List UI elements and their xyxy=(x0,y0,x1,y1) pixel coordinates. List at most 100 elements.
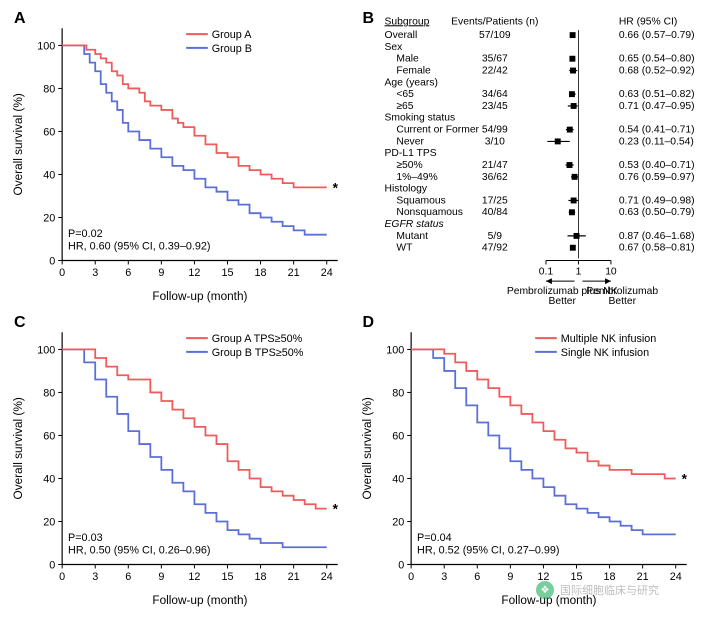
svg-text:P=0.02: P=0.02 xyxy=(68,228,103,240)
svg-text:HR, 0.60 (95% CI, 0.39–0.92): HR, 0.60 (95% CI, 0.39–0.92) xyxy=(68,241,210,253)
svg-text:21: 21 xyxy=(288,572,300,584)
svg-text:60: 60 xyxy=(43,431,55,443)
svg-text:Age (years): Age (years) xyxy=(384,77,437,88)
svg-text:Sex: Sex xyxy=(384,42,403,53)
svg-text:HR (95% CI): HR (95% CI) xyxy=(618,16,677,27)
svg-text:0.66 (0.57–0.79): 0.66 (0.57–0.79) xyxy=(618,30,694,41)
svg-text:<65: <65 xyxy=(396,89,414,100)
svg-text:5/9: 5/9 xyxy=(487,231,502,242)
svg-text:Better: Better xyxy=(548,296,576,307)
watermark-text: 国际细胞临床与研究 xyxy=(560,582,659,598)
panel-d-label: D xyxy=(363,314,375,332)
svg-text:Group B TPS≥50%: Group B TPS≥50% xyxy=(212,347,304,359)
svg-text:100: 100 xyxy=(37,345,55,357)
svg-text:100: 100 xyxy=(386,345,404,357)
svg-text:23/45: 23/45 xyxy=(481,101,507,112)
svg-text:12: 12 xyxy=(188,267,200,279)
svg-text:≥65: ≥65 xyxy=(396,101,413,112)
svg-text:24: 24 xyxy=(321,572,333,584)
svg-text:1%–49%: 1%–49% xyxy=(396,172,437,183)
svg-text:6: 6 xyxy=(125,572,131,584)
svg-text:40/84: 40/84 xyxy=(481,207,507,218)
svg-text:Group A: Group A xyxy=(212,29,252,41)
svg-text:HR, 0.50 (95% CI, 0.26–0.96): HR, 0.50 (95% CI, 0.26–0.96) xyxy=(68,545,210,557)
svg-text:80: 80 xyxy=(43,83,55,95)
svg-text:100: 100 xyxy=(37,40,55,52)
svg-text:Male: Male xyxy=(396,54,419,65)
km-chart-c: 02040608010003691215182124Follow-up (mon… xyxy=(8,312,353,612)
svg-text:EGFR status: EGFR status xyxy=(384,219,443,230)
svg-text:9: 9 xyxy=(158,572,164,584)
svg-text:Squamous: Squamous xyxy=(396,195,445,206)
svg-text:12: 12 xyxy=(188,572,200,584)
svg-text:15: 15 xyxy=(221,572,233,584)
svg-text:Mutant: Mutant xyxy=(396,231,428,242)
panel-a: A 02040608010003691215182124Follow-up (m… xyxy=(8,8,353,308)
svg-text:60: 60 xyxy=(392,431,404,443)
svg-text:6: 6 xyxy=(474,572,480,584)
svg-text:15: 15 xyxy=(221,267,233,279)
svg-text:P=0.03: P=0.03 xyxy=(68,532,103,544)
svg-text:22/42: 22/42 xyxy=(481,65,507,76)
svg-text:Follow-up (month): Follow-up (month) xyxy=(152,289,247,303)
svg-text:≥50%: ≥50% xyxy=(396,160,422,171)
svg-text:0.1: 0.1 xyxy=(538,266,553,277)
svg-text:54/99: 54/99 xyxy=(481,125,507,136)
svg-text:Better: Better xyxy=(608,296,636,307)
svg-text:40: 40 xyxy=(392,474,404,486)
svg-text:Smoking status: Smoking status xyxy=(384,113,455,124)
svg-text:0.53 (0.40–0.71): 0.53 (0.40–0.71) xyxy=(618,160,694,171)
panel-c: C 02040608010003691215182124Follow-up (m… xyxy=(8,312,353,612)
svg-text:Overall survival (%): Overall survival (%) xyxy=(359,397,373,499)
svg-text:Overall: Overall xyxy=(384,30,417,41)
svg-text:0: 0 xyxy=(59,267,65,279)
svg-text:40: 40 xyxy=(43,169,55,181)
svg-text:Never: Never xyxy=(396,136,424,147)
figure-container: A 02040608010003691215182124Follow-up (m… xyxy=(8,8,701,605)
svg-text:Single NK infusion: Single NK infusion xyxy=(560,347,648,359)
panel-b-label: B xyxy=(363,10,375,28)
svg-text:36/62: 36/62 xyxy=(481,172,507,183)
svg-text:0: 0 xyxy=(49,255,55,267)
svg-text:0.63 (0.50–0.79): 0.63 (0.50–0.79) xyxy=(618,207,694,218)
svg-text:Female: Female xyxy=(396,65,431,76)
svg-text:34/64: 34/64 xyxy=(481,89,507,100)
svg-text:60: 60 xyxy=(43,126,55,138)
svg-text:Group B: Group B xyxy=(212,43,252,55)
panel-c-label: C xyxy=(14,314,26,332)
svg-text:0.76 (0.59–0.97): 0.76 (0.59–0.97) xyxy=(618,172,694,183)
km-chart-d: 02040608010003691215182124Follow-up (mon… xyxy=(357,312,702,612)
panel-b: B Subgroup Events/Patients (n) HR (95% CI)… xyxy=(357,8,702,308)
svg-text:80: 80 xyxy=(392,388,404,400)
svg-text:6: 6 xyxy=(125,267,131,279)
watermark: ❖ 国际细胞临床与研究 xyxy=(536,581,659,599)
km-chart-a: 02040608010003691215182124Follow-up (mon… xyxy=(8,8,353,308)
svg-text:0: 0 xyxy=(59,572,65,584)
svg-text:3: 3 xyxy=(92,267,98,279)
svg-text:Events/Patients (n): Events/Patients (n) xyxy=(451,16,538,27)
svg-text:0.54 (0.41–0.71): 0.54 (0.41–0.71) xyxy=(618,125,694,136)
svg-text:Current or Former: Current or Former xyxy=(396,125,479,136)
svg-text:Histology: Histology xyxy=(384,184,427,195)
svg-text:1: 1 xyxy=(575,266,581,277)
svg-text:Nonsquamous: Nonsquamous xyxy=(396,207,463,218)
svg-text:0.87 (0.46–1.68): 0.87 (0.46–1.68) xyxy=(618,231,694,242)
svg-text:0.67 (0.58–0.81): 0.67 (0.58–0.81) xyxy=(618,243,694,254)
svg-text:0: 0 xyxy=(398,560,404,572)
svg-text:PD-L1 TPS: PD-L1 TPS xyxy=(384,148,436,159)
svg-text:24: 24 xyxy=(669,572,681,584)
svg-text:Group A TPS≥50%: Group A TPS≥50% xyxy=(212,333,303,345)
wechat-icon: ❖ xyxy=(536,581,554,599)
svg-text:18: 18 xyxy=(255,267,267,279)
svg-text:20: 20 xyxy=(43,212,55,224)
svg-text:9: 9 xyxy=(507,572,513,584)
svg-text:57/109: 57/109 xyxy=(479,30,511,41)
svg-text:3: 3 xyxy=(92,572,98,584)
panel-a-label: A xyxy=(14,10,26,28)
svg-text:Overall survival (%): Overall survival (%) xyxy=(11,397,25,499)
svg-text:18: 18 xyxy=(255,572,267,584)
svg-text:35/67: 35/67 xyxy=(481,54,507,65)
svg-text:3/10: 3/10 xyxy=(484,136,504,147)
svg-text:0.71 (0.47–0.95): 0.71 (0.47–0.95) xyxy=(618,101,694,112)
svg-text:Subgroup: Subgroup xyxy=(384,16,429,27)
